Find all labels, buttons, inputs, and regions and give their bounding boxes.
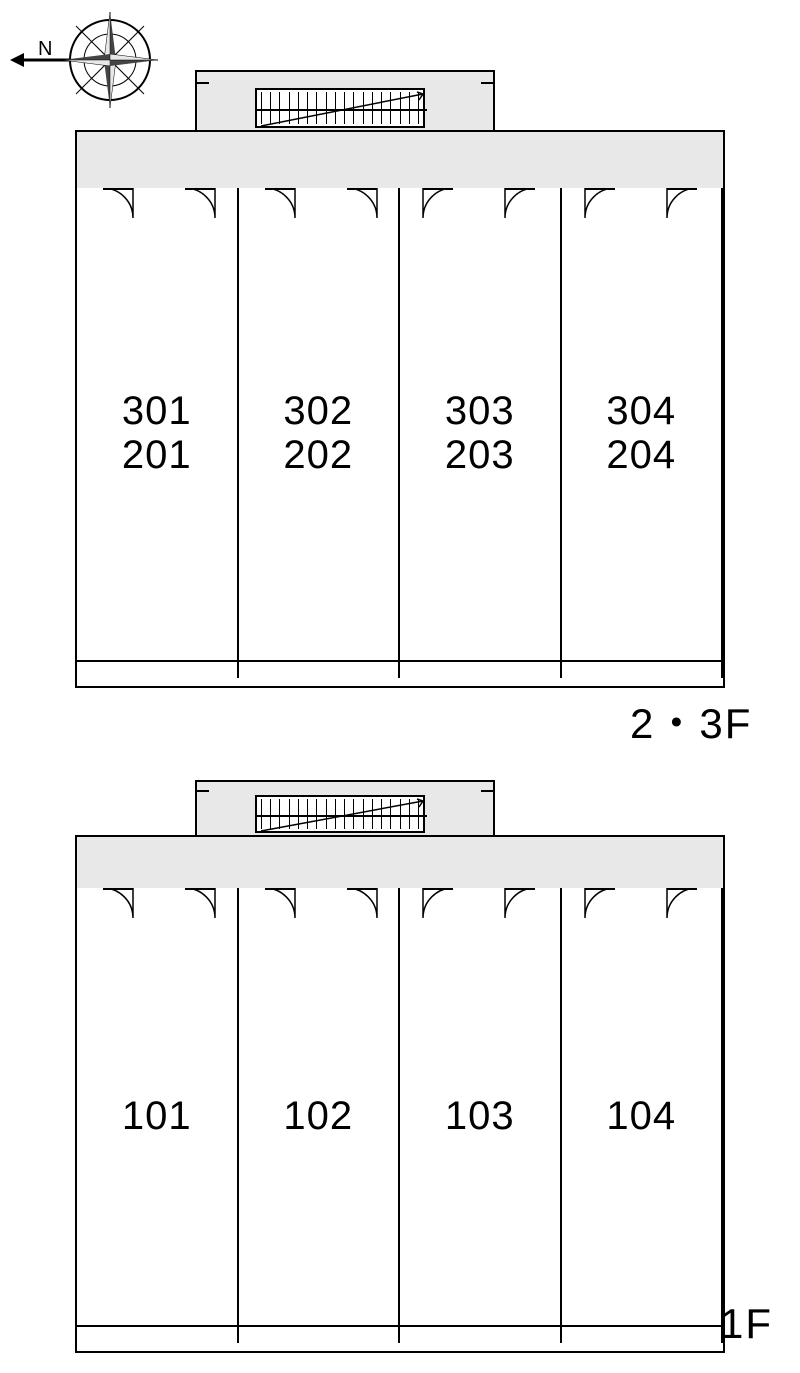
unit-label: 304 bbox=[606, 389, 676, 433]
unit-304-204: 304 204 bbox=[562, 188, 724, 678]
unit-label: 301 bbox=[122, 389, 192, 433]
unit-label: 303 bbox=[445, 389, 515, 433]
balcony bbox=[562, 1325, 722, 1343]
floorplan-1f: 101 102 103 104 bbox=[75, 780, 725, 1355]
unit-301-201: 301 201 bbox=[77, 188, 239, 678]
floorplan-2-3f: 301 201 302 202 303 203 304 204 bbox=[75, 70, 725, 690]
units-row: 101 102 103 104 bbox=[75, 888, 725, 1345]
floor-label-upper: 2・3F bbox=[630, 690, 752, 751]
unit-label: 203 bbox=[445, 433, 515, 477]
unit-101: 101 bbox=[77, 888, 239, 1343]
balcony-ledge bbox=[75, 678, 725, 688]
unit-103: 103 bbox=[400, 888, 562, 1343]
balcony bbox=[239, 1325, 399, 1343]
balcony bbox=[562, 660, 722, 678]
door-swings bbox=[75, 888, 725, 928]
unit-302-202: 302 202 bbox=[239, 188, 401, 678]
floor-label-lower: 1F bbox=[720, 1300, 773, 1348]
unit-102: 102 bbox=[239, 888, 401, 1343]
door-swings bbox=[75, 188, 725, 228]
balcony bbox=[77, 660, 237, 678]
unit-104: 104 bbox=[562, 888, 724, 1343]
unit-label: 202 bbox=[283, 433, 353, 477]
balcony bbox=[400, 660, 560, 678]
stairs bbox=[255, 88, 425, 128]
units-row: 301 201 302 202 303 203 304 204 bbox=[75, 188, 725, 680]
corridor bbox=[75, 835, 725, 890]
unit-label: 102 bbox=[283, 1094, 353, 1138]
stairs bbox=[255, 795, 425, 833]
unit-label: 302 bbox=[283, 389, 353, 433]
unit-label: 204 bbox=[606, 433, 676, 477]
unit-label: 104 bbox=[606, 1094, 676, 1138]
floorplan-page: N bbox=[0, 0, 800, 1373]
balcony bbox=[77, 1325, 237, 1343]
unit-label: 201 bbox=[122, 433, 192, 477]
corridor bbox=[75, 130, 725, 190]
unit-label: 101 bbox=[122, 1094, 192, 1138]
balcony bbox=[400, 1325, 560, 1343]
unit-303-203: 303 203 bbox=[400, 188, 562, 678]
compass-n-label: N bbox=[38, 38, 52, 60]
unit-label: 103 bbox=[445, 1094, 515, 1138]
balcony bbox=[239, 660, 399, 678]
balcony-ledge bbox=[75, 1343, 725, 1353]
